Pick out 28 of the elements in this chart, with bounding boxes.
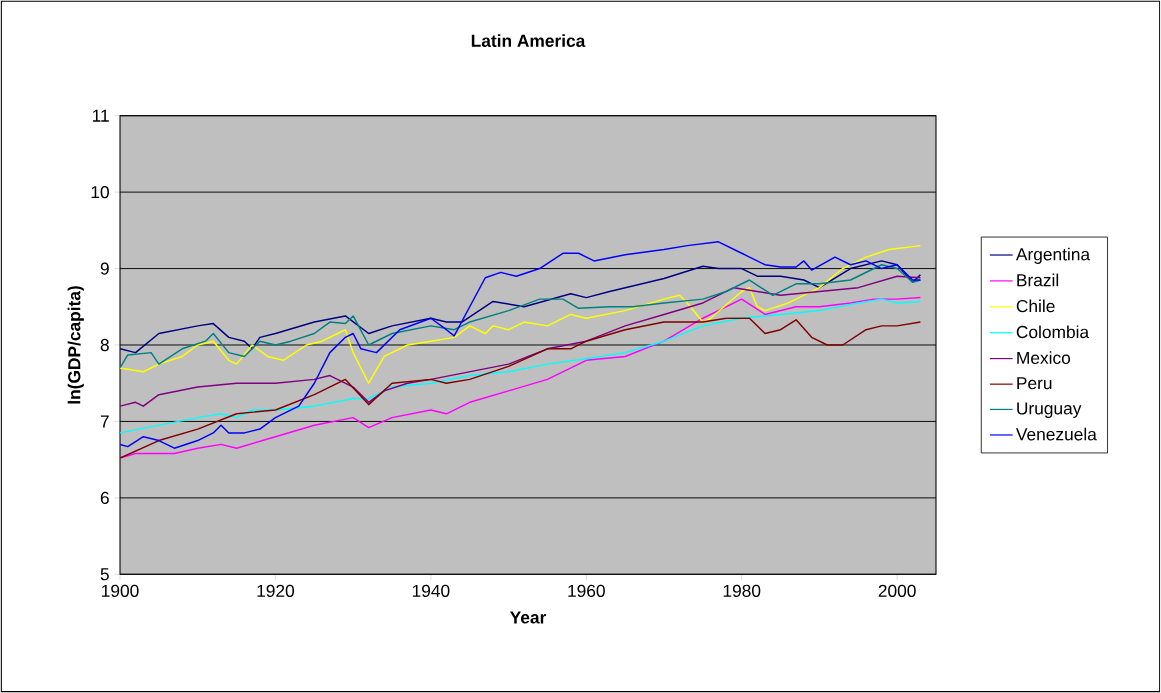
x-tick-label: 2000 — [878, 584, 916, 597]
x-tick-label: 1940 — [412, 584, 450, 597]
legend-label: Brazil — [1017, 273, 1059, 287]
y-tick-label: 9 — [100, 262, 109, 275]
x-tick-label: 1900 — [102, 584, 139, 597]
legend-label: Peru — [1017, 377, 1052, 390]
chart-title: Latin America — [471, 34, 586, 47]
y-tick-label: 10 — [91, 185, 109, 199]
legend-label: Uruguay — [1017, 402, 1082, 418]
x-tick-label: 1960 — [568, 584, 605, 597]
legend-label: Argentina — [1015, 247, 1091, 264]
line-series — [120, 263, 922, 369]
line-series — [120, 244, 922, 384]
y-tick-label: 6 — [100, 491, 109, 505]
y-tick-label: 5 — [100, 568, 109, 581]
y-tick-label: 8 — [100, 338, 109, 352]
legend-label: Colombia — [1016, 325, 1090, 339]
y-tick-label: 11 — [92, 109, 109, 122]
y-axis-title: ln(GDP/capita) — [67, 286, 84, 404]
legend-label: Chile — [1016, 299, 1055, 313]
line-series — [120, 241, 922, 449]
x-axis-title: Year — [509, 611, 547, 624]
line-series — [120, 260, 922, 354]
y-tick-label: 7 — [100, 415, 109, 428]
legend-label: Mexico — [1017, 351, 1071, 365]
legend-label: Venezuela — [1015, 427, 1097, 441]
x-tick-label: 1920 — [257, 584, 295, 597]
x-tick-label: 1980 — [723, 584, 761, 597]
